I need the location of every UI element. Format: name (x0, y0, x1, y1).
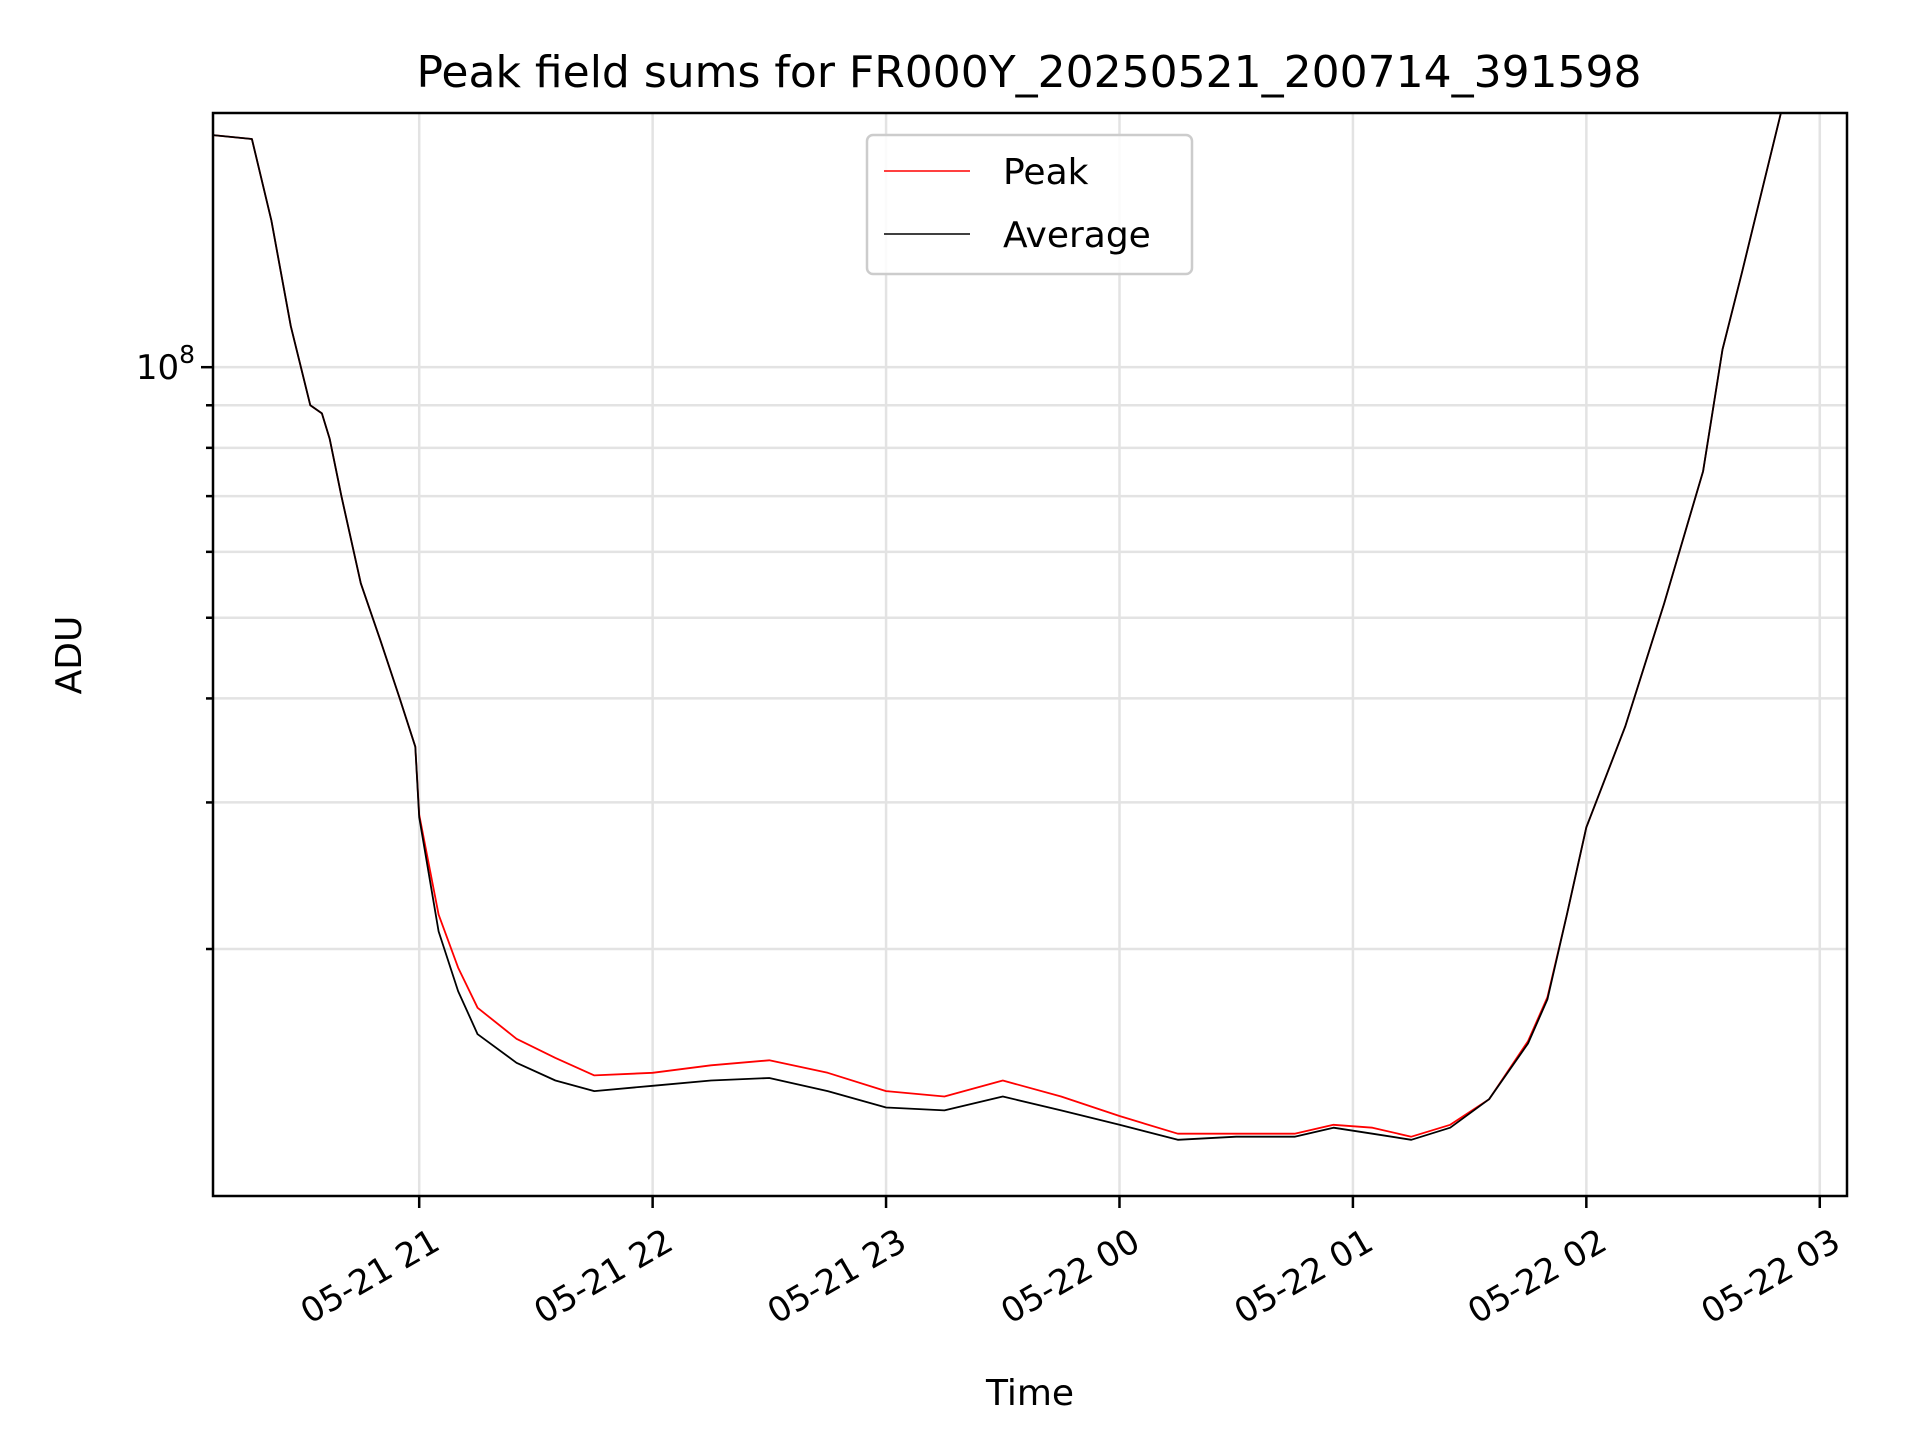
chart-title: Peak field sums for FR000Y_20250521_2007… (416, 47, 1641, 98)
legend: Peak Average (865, 133, 1194, 276)
x-tick-label: 05-21 21 (294, 1221, 446, 1332)
x-tick-label: 05-21 22 (527, 1221, 679, 1332)
x-tick-label: 05-21 23 (761, 1221, 913, 1332)
series-line-average (212, 112, 1782, 1141)
plot-area (212, 112, 1782, 1141)
x-tick-label: 05-22 03 (1695, 1221, 1847, 1332)
y-axis-label: ADU (49, 616, 90, 695)
gridlines (213, 113, 1847, 1196)
legend-average-label: Average (1003, 215, 1151, 256)
x-axis-label: Time (985, 1373, 1074, 1414)
x-tick-label: 05-22 02 (1461, 1221, 1613, 1332)
axes-frame (211, 111, 1849, 1198)
legend-peak-label: Peak (1003, 152, 1089, 193)
y-tick-label: 108 (136, 340, 195, 388)
x-tick-label: 05-22 01 (1228, 1221, 1380, 1332)
x-axis: 05-21 21 05-21 22 05-21 23 05-22 00 05-22 01… (294, 1196, 1847, 1332)
x-tick-label: 05-22 00 (994, 1221, 1146, 1332)
y-axis: 108 (136, 340, 213, 951)
legend-box (865, 133, 1194, 276)
